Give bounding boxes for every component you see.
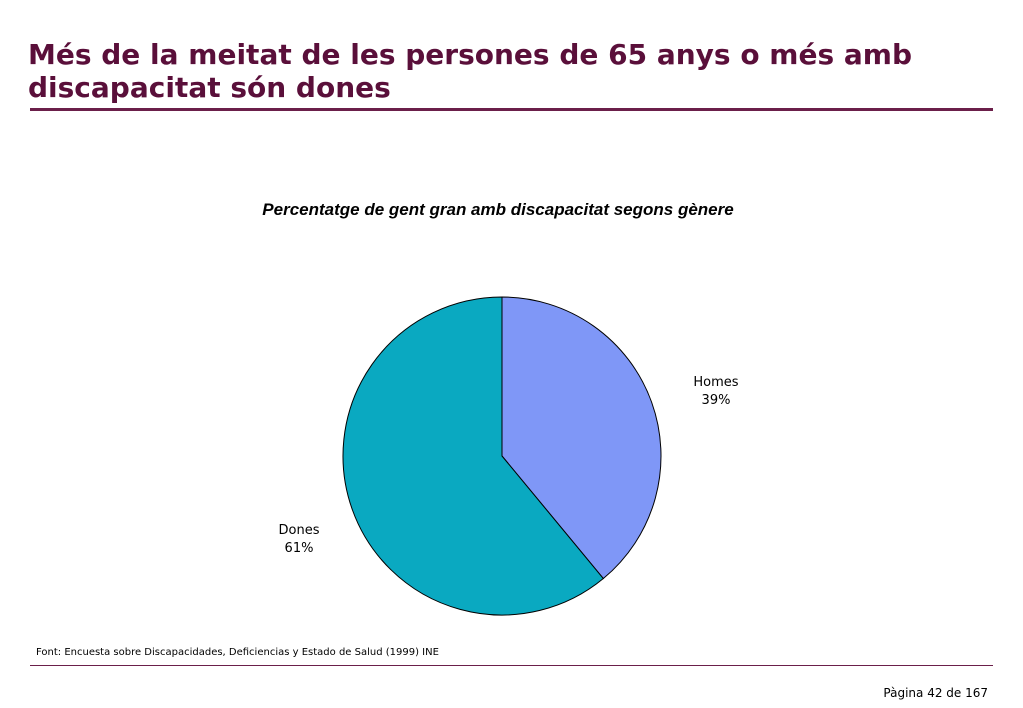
slice-label-dones-name: Dones [278, 523, 320, 538]
slice-label-homes-name: Homes [693, 375, 739, 390]
title-divider [30, 108, 993, 111]
pie-slice-homes [501, 296, 662, 580]
footer-divider [30, 665, 993, 666]
chart-title: Percentatge de gent gran amb discapacita… [262, 200, 734, 219]
slice-label-dones-value: 61% [284, 541, 314, 556]
source-note: Font: Encuesta sobre Discapacidades, Def… [36, 647, 439, 658]
pie-slice-dones [342, 296, 605, 616]
slide-title: Més de la meitat de les persones de 65 a… [28, 38, 912, 104]
slice-label-homes: Homes 39% [656, 374, 776, 410]
page-number: Pàgina 42 de 167 [883, 686, 988, 700]
slice-label-dones: Dones 61% [239, 522, 359, 558]
slice-label-homes-value: 39% [701, 393, 731, 408]
